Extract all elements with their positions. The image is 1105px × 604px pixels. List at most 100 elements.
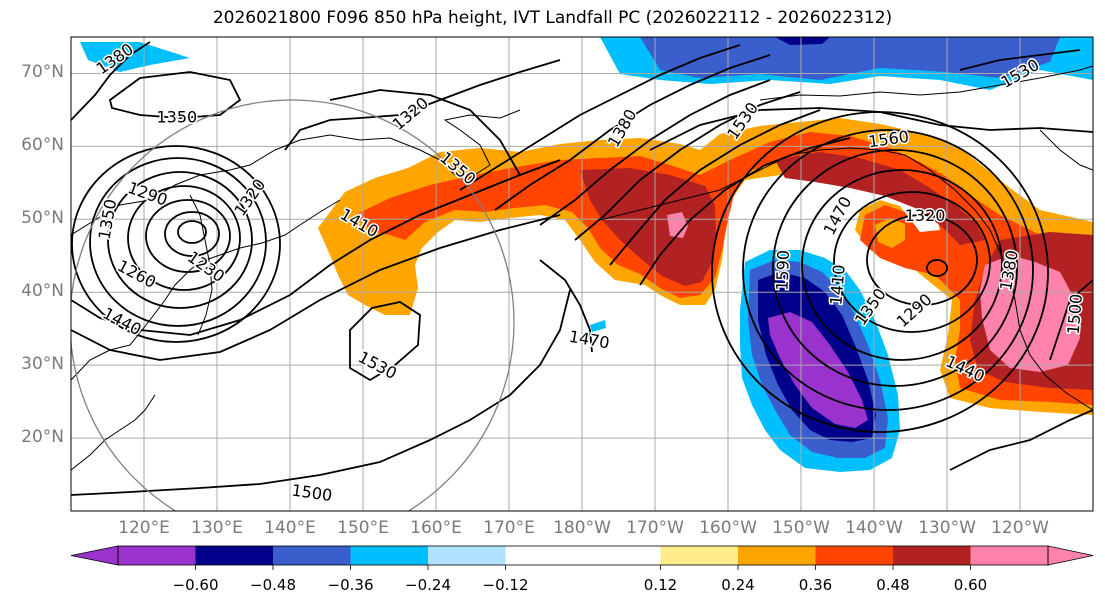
contour-low-w-1 (177, 220, 207, 244)
ivt-orange-blob (875, 218, 905, 248)
contour-low-e-3 (833, 191, 991, 333)
ivt-ar-red (355, 132, 1093, 405)
ivt-arctic-navy (775, 37, 830, 45)
contour-low-w-3 (145, 199, 231, 273)
colorbar-tick-label: 0.24 (721, 576, 755, 594)
contour-1530-east (1049, 279, 1093, 361)
ivt-ar-darkred-2 (775, 152, 985, 245)
contour-label-text: 1350 (156, 108, 197, 127)
colorbar-segment (893, 546, 971, 565)
colorbar-tick-label: 0.60 (953, 576, 988, 594)
contour-low-w-5 (107, 171, 253, 309)
contour-label-text: 1590 (773, 250, 793, 291)
ivt-small-blue (590, 320, 606, 332)
lat-label: 30°N (21, 354, 64, 375)
contour-trough-6 (574, 91, 801, 241)
lon-label: 170°W (626, 518, 684, 538)
contour-label-text: 1500 (1064, 293, 1086, 335)
map-frame (70, 36, 1094, 512)
colorbar-segment (505, 546, 661, 565)
contour-1500 (71, 289, 571, 496)
lat-label: 70°N (21, 62, 64, 83)
lon-label: 120°E (118, 518, 170, 538)
contour-low-e-2 (866, 214, 978, 306)
lat-label: 20°N (21, 427, 64, 448)
contour-trough-1 (329, 89, 521, 176)
lon-label: 170°E (483, 518, 535, 538)
contour-1470 (539, 259, 593, 353)
lon-label: 150°W (772, 518, 830, 538)
contour-trough-8 (639, 137, 851, 286)
contour-1350-arctic (108, 71, 242, 119)
ivt-arctic-blue (640, 37, 1060, 80)
contour-1380-west (71, 41, 151, 121)
colorbar-tick-label: −0.60 (172, 576, 219, 594)
lat-label: 50°N (21, 208, 64, 229)
colorbar-tick-label: −0.24 (405, 576, 451, 594)
lon-label: 150°E (337, 518, 389, 538)
height-contours (71, 41, 1093, 496)
lon-label: 180°W (553, 518, 611, 538)
contour-low-w-6 (89, 157, 267, 327)
lat-label: 40°N (21, 281, 64, 302)
colorbar-tick-label: −0.36 (327, 576, 374, 594)
contour-low-w-7 (71, 145, 281, 343)
contour-low-e-6 (742, 129, 1034, 411)
colorbar-segment (738, 546, 816, 565)
lat-label: 60°N (21, 135, 64, 156)
contour-trough-2 (284, 59, 561, 151)
colorbar (70, 545, 1094, 570)
colorbar-frame (117, 545, 1049, 566)
ivt-bering-light-blue (80, 42, 190, 72)
lon-label: 140°E (264, 518, 316, 538)
colorbar-tick-label: 0.12 (643, 576, 678, 594)
contour-low-e-4 (801, 169, 1003, 361)
contour-1410-ridge (71, 159, 561, 336)
contour-low-e-5 (772, 149, 1018, 387)
colorbar-segment (428, 546, 506, 565)
contour-low-w-2 (164, 211, 220, 257)
colorbar-tick-label: −0.12 (482, 576, 529, 594)
colorbar-segment (970, 546, 1048, 565)
figure-title: 2026021800 F096 850 hPa height, IVT Land… (212, 8, 893, 28)
contour-low-e-7 (711, 111, 1049, 433)
ivt-pink-core (667, 212, 688, 238)
colorbar-extend-max (1047, 545, 1094, 566)
contour-label: 1320 (903, 205, 947, 227)
contour-low-e-1 (926, 259, 948, 277)
colorbar-segment (118, 546, 196, 565)
contour-trough-7 (609, 109, 821, 266)
lon-label: 160°W (699, 518, 757, 538)
landfall-circle (71, 99, 515, 511)
contour-low-w-4 (127, 185, 241, 291)
contour-label-text: 1320 (905, 206, 946, 225)
contour-label: 1500 (1062, 291, 1087, 336)
colorbar-segment (273, 546, 351, 565)
colorbar-segment (350, 546, 428, 565)
ivt-neg-purple (768, 312, 868, 428)
colorbar-tick-label: 0.36 (798, 576, 833, 594)
contour-label-text: 1410 (826, 264, 848, 306)
contour-trough-5 (539, 79, 771, 226)
colorbar-tick-label: −0.48 (250, 576, 296, 594)
ivt-ar-darkred (580, 168, 716, 286)
contour-trough-4 (494, 54, 771, 211)
colorbar-segment (660, 546, 738, 565)
lon-label: 140°W (845, 518, 903, 538)
contour-1440-ridge (71, 214, 561, 361)
colorbar-extend-min (70, 545, 119, 566)
contour-1530-closed (349, 301, 421, 382)
contour-1500-east (949, 409, 1093, 471)
lon-label: 130°W (918, 518, 976, 538)
lon-label: 120°W (991, 518, 1049, 538)
contour-trough-3 (459, 44, 741, 191)
contour-ridge-1530 (959, 49, 1081, 71)
lon-label: 130°E (191, 518, 243, 538)
colorbar-segment (815, 546, 893, 565)
contour-label: 1590 (771, 248, 794, 292)
colorbar-segment (195, 546, 273, 565)
contour-label: 1410 (825, 262, 850, 307)
contour-label: 1350 (155, 106, 199, 128)
lon-label: 160°E (410, 518, 462, 538)
